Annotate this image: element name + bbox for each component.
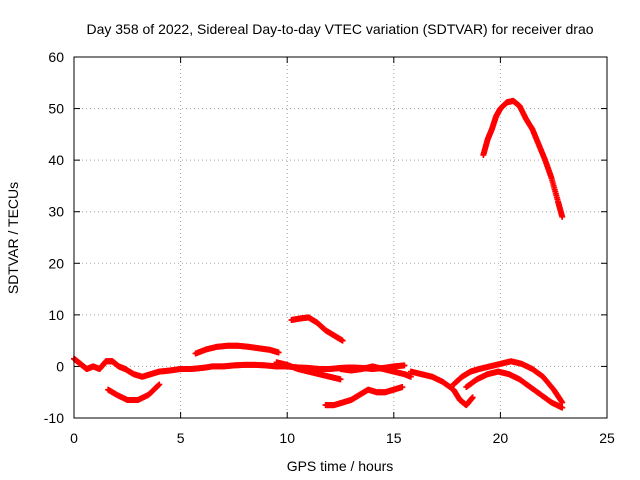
y-tick-label: 0 — [56, 358, 64, 374]
data-point — [559, 213, 566, 220]
data-point — [401, 362, 408, 369]
x-tick-label: 20 — [493, 430, 509, 446]
series-arc-9 — [450, 358, 566, 406]
x-tick-label: 10 — [279, 430, 295, 446]
series-arc-10 — [463, 368, 566, 411]
series-arc-2 — [105, 381, 163, 403]
axis-ticks: 0 5 10 15 20 25 -10 0 10 20 30 40 50 60 — [44, 49, 615, 446]
data-point — [155, 382, 162, 389]
plot-frame — [73, 56, 608, 419]
series-arc-11 — [480, 97, 566, 220]
data-point — [469, 394, 476, 401]
y-tick-label: 40 — [48, 152, 64, 168]
chart-title: Day 358 of 2022, Sidereal Day-to-day VTE… — [86, 21, 593, 37]
x-axis-label: GPS time / hours — [287, 458, 394, 474]
data-point — [399, 384, 406, 391]
series-arc-3 — [192, 342, 282, 357]
y-axis-label: SDTVAR / TECUs — [5, 182, 21, 294]
data-point — [337, 376, 344, 383]
data-point — [275, 349, 282, 356]
y-tick-label: 60 — [48, 49, 64, 65]
x-tick-label: 0 — [70, 430, 78, 446]
y-tick-label: 20 — [48, 255, 64, 271]
data-point — [559, 399, 566, 406]
x-tick-label: 5 — [177, 430, 185, 446]
data-point — [156, 381, 163, 388]
y-tick-label: -10 — [44, 410, 64, 426]
series-arc-5 — [288, 314, 346, 344]
y-tick-label: 50 — [48, 101, 64, 117]
series-arc-6 — [322, 384, 406, 409]
data-point — [339, 337, 346, 344]
series-arc-4 — [273, 359, 344, 383]
series-arc-7 — [337, 363, 414, 380]
data-point — [559, 404, 566, 411]
x-tick-label: 25 — [599, 430, 615, 446]
x-tick-label: 15 — [386, 430, 402, 446]
y-tick-label: 10 — [48, 307, 64, 323]
series-arc-8 — [407, 368, 476, 409]
data-points — [71, 97, 566, 411]
grid-lines — [74, 57, 607, 418]
data-point — [407, 373, 414, 380]
series-arc-1 — [71, 355, 408, 380]
y-tick-label: 30 — [48, 204, 64, 220]
